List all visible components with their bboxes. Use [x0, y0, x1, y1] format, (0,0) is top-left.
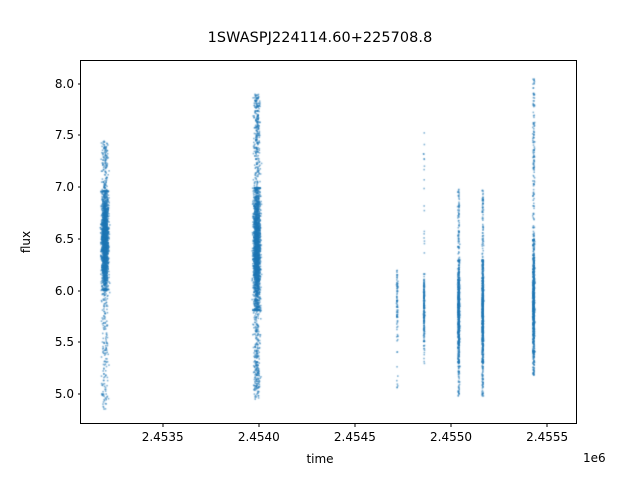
y-tick-label: 6.5: [54, 231, 74, 246]
y-tick-label: 7.5: [54, 128, 74, 143]
y-tick-label: 6.0: [54, 283, 74, 298]
scatter-plot-area: [81, 61, 578, 425]
y-tick-mark: [77, 290, 81, 292]
y-tick-mark: [77, 238, 81, 240]
x-tick-mark: [354, 423, 356, 427]
x-tick-label: 2.4535: [141, 430, 184, 444]
x-tick-mark: [258, 423, 260, 427]
x-tick-mark: [162, 423, 164, 427]
y-tick-mark: [77, 83, 81, 85]
x-axis-label: time: [306, 452, 334, 466]
y-tick-mark: [77, 341, 81, 343]
plot-axes: 5.0 5.5 6.0 6.5 7.0 7.5 8.0 2.4535 2.4540 2.4545 2…: [55, 60, 578, 444]
x-tick-label: 2.4540: [237, 430, 280, 444]
y-tick-label: 5.5: [54, 335, 74, 350]
chart-title: 1SWASPJ224114.60+225708.8: [207, 30, 433, 46]
y-tick-label: 5.0: [54, 387, 74, 402]
x-tick-label: 2.4545: [333, 430, 376, 444]
y-tick-mark: [77, 134, 81, 136]
x-axis-offset-text: 1e6: [583, 451, 606, 465]
y-tick-label: 8.0: [54, 76, 74, 91]
x-tick-mark: [546, 423, 548, 427]
x-tick-mark: [450, 423, 452, 427]
x-tick-label: 2.4550: [430, 430, 473, 444]
y-axis-label: flux: [19, 230, 33, 254]
y-tick-label: 7.0: [54, 180, 74, 195]
x-tick-label: 2.4555: [526, 430, 569, 444]
y-tick-mark: [77, 393, 81, 395]
y-tick-mark: [77, 186, 81, 188]
